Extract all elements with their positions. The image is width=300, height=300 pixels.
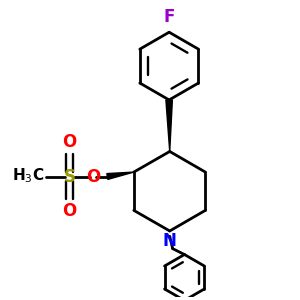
Text: H$_3$C: H$_3$C (12, 167, 44, 185)
Text: N: N (163, 232, 177, 250)
Text: O: O (86, 167, 100, 185)
Polygon shape (166, 100, 172, 152)
Text: O: O (62, 202, 77, 220)
Text: O: O (62, 134, 77, 152)
Text: F: F (164, 8, 175, 26)
Polygon shape (107, 172, 134, 179)
Text: S: S (64, 167, 76, 185)
